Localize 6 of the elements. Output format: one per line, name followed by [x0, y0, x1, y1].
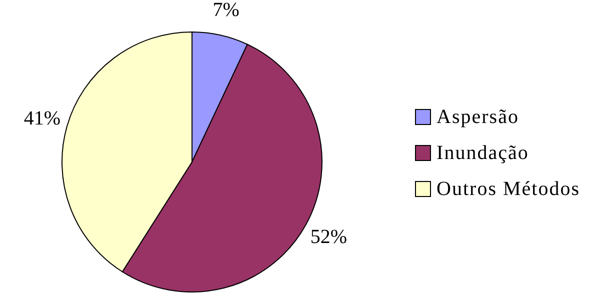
legend-label: Aspersão [436, 106, 519, 128]
data-label: 7% [212, 0, 240, 21]
legend-label: Outros Métodos [436, 178, 580, 200]
data-label: 41% [24, 107, 61, 130]
data-label: 52% [310, 226, 348, 248]
legend-label: Inundação [436, 142, 529, 164]
